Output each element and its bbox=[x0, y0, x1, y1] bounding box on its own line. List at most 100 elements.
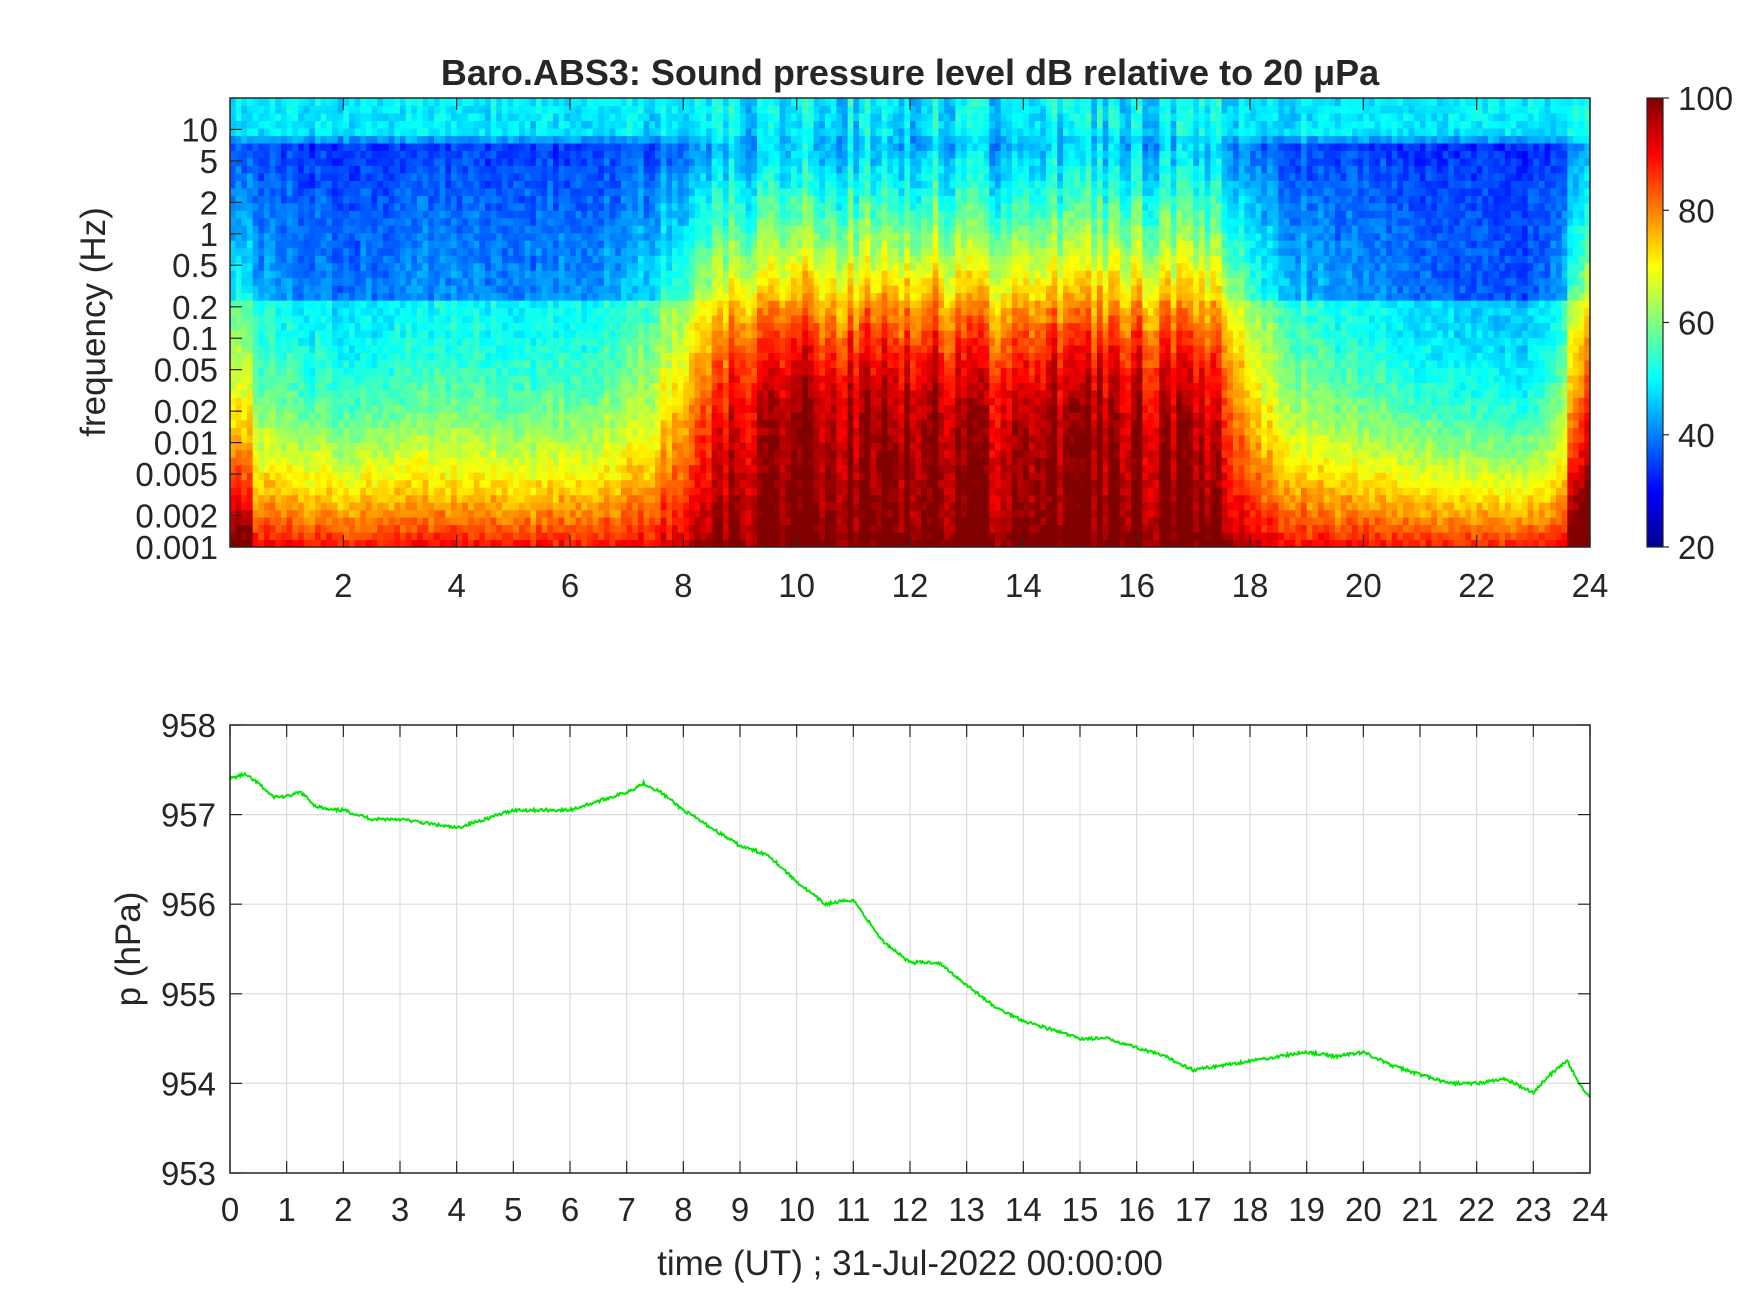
heatmap-cell bbox=[320, 307, 327, 316]
heatmap-cell bbox=[468, 434, 475, 443]
heatmap-cell bbox=[400, 539, 407, 547]
heatmap-cell bbox=[422, 532, 429, 541]
heatmap-cell bbox=[649, 277, 656, 286]
heatmap-cell bbox=[377, 404, 384, 413]
heatmap-cell bbox=[524, 300, 531, 309]
heatmap-cell bbox=[530, 427, 537, 436]
heatmap-cell bbox=[507, 135, 514, 144]
heatmap-cell bbox=[672, 449, 679, 458]
heatmap-cell bbox=[258, 427, 265, 436]
heatmap-cell bbox=[434, 277, 441, 286]
heatmap-cell bbox=[269, 277, 276, 286]
heatmap-cell bbox=[343, 157, 350, 166]
heatmap-cell bbox=[683, 419, 690, 428]
heatmap-cell bbox=[309, 509, 316, 518]
heatmap-cell bbox=[422, 337, 429, 346]
heatmap-cell bbox=[411, 427, 418, 436]
heatmap-cell bbox=[632, 187, 639, 196]
heatmap-cell bbox=[581, 449, 588, 458]
heatmap-cell bbox=[536, 434, 543, 443]
heatmap-cell bbox=[252, 195, 259, 204]
heatmap-cell bbox=[694, 517, 701, 526]
heatmap-cell bbox=[485, 374, 492, 383]
heatmap-cell bbox=[349, 300, 356, 309]
heatmap-cell bbox=[235, 472, 242, 481]
heatmap-cell bbox=[638, 337, 645, 346]
heatmap-cell bbox=[621, 389, 628, 398]
heatmap-cell bbox=[428, 457, 435, 466]
heatmap-cell bbox=[247, 277, 254, 286]
heatmap-cell bbox=[456, 142, 463, 151]
heatmap-cell bbox=[479, 404, 486, 413]
heatmap-cell bbox=[609, 524, 616, 533]
heatmap-cell bbox=[689, 337, 696, 346]
heatmap-cell bbox=[298, 397, 305, 406]
heatmap-cell bbox=[598, 502, 605, 511]
heatmap-cell bbox=[422, 352, 429, 361]
heatmap-cell bbox=[343, 404, 350, 413]
heatmap-cell bbox=[235, 539, 242, 547]
heatmap-cell bbox=[332, 202, 339, 211]
heatmap-cell bbox=[649, 472, 656, 481]
heatmap-cell bbox=[490, 442, 497, 451]
heatmap-cell bbox=[434, 285, 441, 294]
heatmap-cell bbox=[683, 165, 690, 174]
heatmap-cell bbox=[536, 449, 543, 458]
heatmap-cell bbox=[230, 142, 237, 151]
heatmap-cell bbox=[235, 397, 242, 406]
heatmap-cell bbox=[434, 359, 441, 368]
heatmap-cell bbox=[626, 255, 633, 264]
heatmap-cell bbox=[445, 127, 452, 137]
heatmap-cell bbox=[643, 517, 650, 526]
heatmap-cell bbox=[400, 397, 407, 406]
heatmap-cell bbox=[417, 262, 424, 271]
heatmap-cell bbox=[621, 337, 628, 346]
heatmap-cell bbox=[473, 187, 480, 196]
heatmap-cell bbox=[451, 262, 458, 271]
heatmap-cell bbox=[519, 172, 526, 181]
heatmap-cell bbox=[445, 517, 452, 526]
heatmap-cell bbox=[615, 277, 622, 286]
heatmap-cell bbox=[666, 397, 673, 406]
heatmap-cell bbox=[564, 464, 571, 473]
heatmap-cell bbox=[485, 397, 492, 406]
heatmap-cell bbox=[530, 285, 537, 294]
heatmap-cell bbox=[247, 322, 254, 331]
heatmap-cell bbox=[303, 359, 310, 368]
heatmap-cell bbox=[621, 262, 628, 271]
heatmap-cell bbox=[451, 217, 458, 226]
heatmap-cell bbox=[281, 509, 288, 518]
heatmap-cell bbox=[281, 202, 288, 211]
spectrogram-heatmap bbox=[230, 98, 1590, 547]
heatmap-cell bbox=[462, 487, 469, 496]
heatmap-cell bbox=[507, 539, 514, 547]
heatmap-cell bbox=[405, 397, 412, 406]
heatmap-cell bbox=[553, 352, 560, 361]
heatmap-cell bbox=[689, 202, 696, 211]
heatmap-cell bbox=[252, 502, 259, 511]
heatmap-cell bbox=[655, 329, 662, 339]
heatmap-cell bbox=[462, 232, 469, 241]
heatmap-cell bbox=[388, 98, 395, 107]
heatmap-cell bbox=[570, 389, 577, 398]
heatmap-cell bbox=[575, 105, 582, 114]
heatmap-cell bbox=[456, 217, 463, 226]
heatmap-cell bbox=[241, 187, 248, 196]
heatmap-cell bbox=[468, 300, 475, 309]
heatmap-cell bbox=[400, 442, 407, 451]
heatmap-cell bbox=[575, 240, 582, 249]
heatmap-cell bbox=[524, 270, 531, 279]
heatmap-cell bbox=[660, 479, 667, 488]
heatmap-cell bbox=[553, 240, 560, 249]
heatmap-cell bbox=[326, 352, 333, 361]
heatmap-cell bbox=[315, 442, 322, 451]
heatmap-cell bbox=[643, 225, 650, 234]
heatmap-cell bbox=[337, 195, 344, 204]
heatmap-cell bbox=[694, 502, 701, 511]
heatmap-cell bbox=[490, 112, 497, 122]
heatmap-cell bbox=[547, 524, 554, 533]
heatmap-cell bbox=[315, 382, 322, 391]
heatmap-cell bbox=[422, 255, 429, 264]
heatmap-cell bbox=[564, 292, 571, 301]
heatmap-cell bbox=[541, 322, 548, 331]
